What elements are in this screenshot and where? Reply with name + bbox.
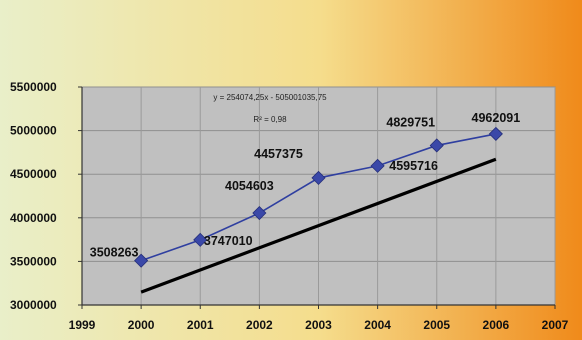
x-tick-label: 2004	[364, 318, 391, 332]
y-tick-label: 5000000	[10, 124, 57, 138]
data-label: 3747010	[204, 234, 253, 248]
data-label: 4595716	[389, 159, 438, 173]
x-tick-label: 2006	[483, 318, 510, 332]
data-point-marker	[488, 126, 503, 141]
axes: 3000000 3500000 4000000 4500000 5000000 55000…	[10, 80, 569, 332]
trendline	[140, 157, 497, 294]
markers-layer	[134, 126, 503, 268]
data-label: 4829751	[386, 115, 435, 129]
data-point-marker	[370, 158, 385, 173]
x-tick-label: 2003	[305, 318, 332, 332]
data-label: 3508263	[90, 246, 139, 260]
x-tick-label: 2002	[246, 318, 273, 332]
y-tick-label: 4000000	[10, 211, 57, 225]
data-label: 4054603	[225, 179, 274, 193]
y-tick-label: 5500000	[10, 80, 57, 94]
x-tick-label: 2001	[187, 318, 214, 332]
x-tick-label: 1999	[69, 318, 96, 332]
data-point-marker	[252, 205, 267, 221]
y-tick-label: 3000000	[10, 298, 57, 312]
data-label: 4457375	[254, 147, 303, 161]
y-tick-label: 3500000	[10, 254, 57, 268]
trendline-equation: y = 254074,25x - 505001035,75	[213, 93, 327, 102]
data-label: 4962091	[472, 111, 521, 125]
y-tick-label: 4500000	[10, 167, 57, 181]
x-tick-label: 2005	[423, 318, 450, 332]
data-point-marker	[134, 253, 149, 268]
r-squared-label: R² = 0,98	[253, 115, 287, 124]
data-point-marker	[193, 232, 208, 247]
x-tick-label: 2007	[542, 318, 569, 332]
data-point-marker	[429, 138, 444, 153]
data-point-marker	[311, 170, 326, 185]
trendline-layer	[140, 157, 497, 294]
x-tick-label: 2000	[128, 318, 155, 332]
data-labels-layer: 3508263 3747010 4054603 4457375 4595716 48297…	[90, 111, 520, 260]
